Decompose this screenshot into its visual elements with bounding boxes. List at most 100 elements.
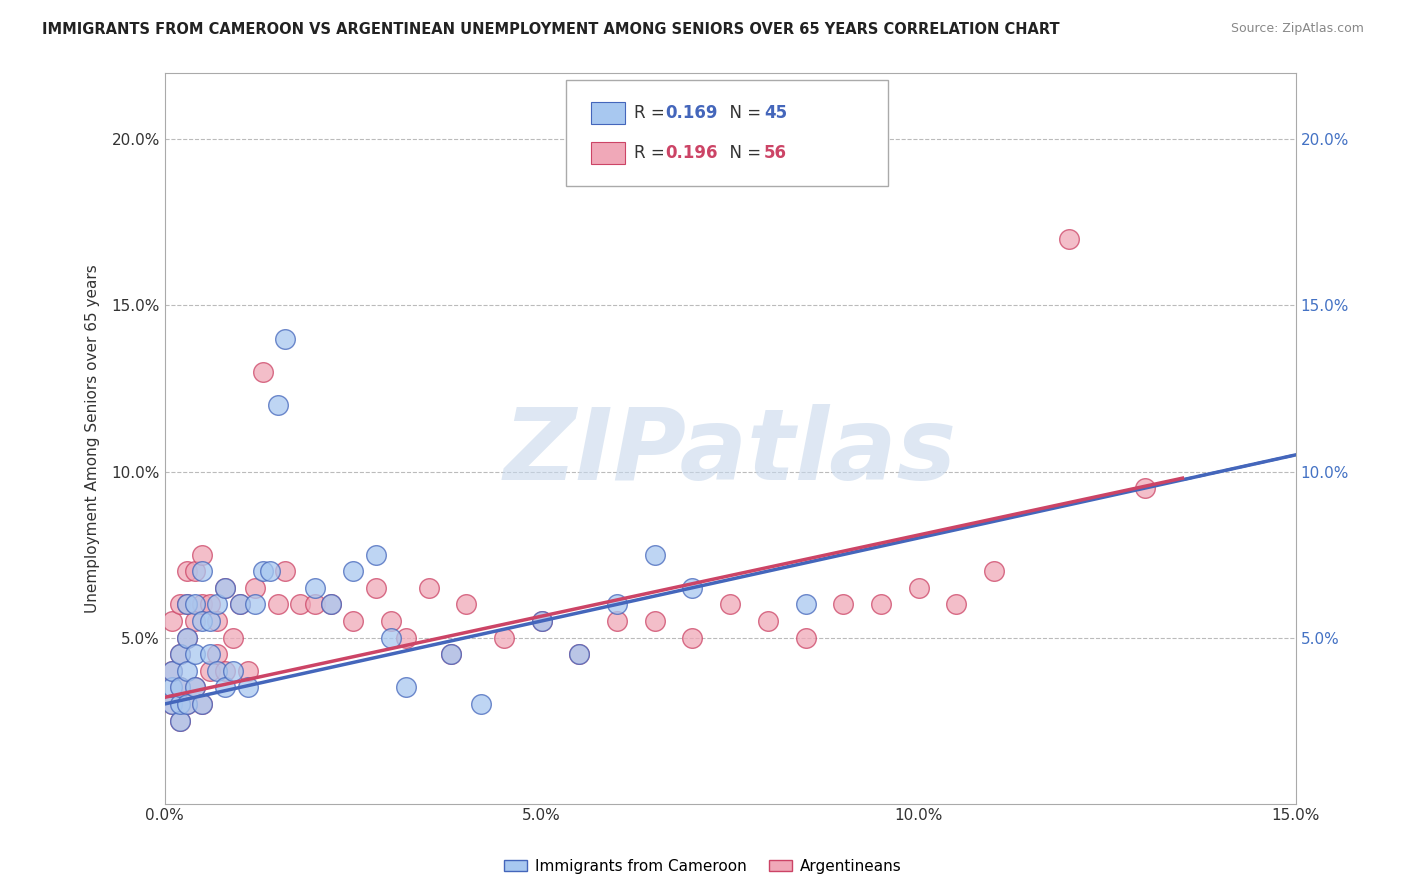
Point [176,631,198,645]
Point [756,614,779,628]
Text: N =: N = [718,104,766,122]
Point [870,598,893,612]
Point [191,614,214,628]
Text: Source: ZipAtlas.com: Source: ZipAtlas.com [1230,22,1364,36]
Point [160,697,183,711]
Point [214,581,236,595]
Point [191,697,214,711]
Point [252,365,274,379]
Y-axis label: Unemployment Among Seniors over 65 years: Unemployment Among Seniors over 65 years [86,264,100,613]
Point [395,681,418,695]
Point [418,581,440,595]
Point [568,647,591,661]
Point [221,631,243,645]
Point [207,598,229,612]
Point [198,664,221,678]
Point [169,647,191,661]
Point [267,398,290,412]
Point [221,664,243,678]
Point [169,714,191,728]
Point [983,564,1005,578]
FancyBboxPatch shape [591,103,624,124]
Point [191,598,214,612]
Point [184,681,207,695]
Point [907,581,929,595]
Text: 45: 45 [763,104,787,122]
Point [214,664,236,678]
Point [530,614,553,628]
Point [794,598,817,612]
Point [169,697,191,711]
Point [207,664,229,678]
Point [252,564,274,578]
Point [290,598,312,612]
Point [319,598,342,612]
Point [456,598,478,612]
Point [440,647,463,661]
Legend: Immigrants from Cameroon, Argentineans: Immigrants from Cameroon, Argentineans [498,853,908,880]
Point [568,647,591,661]
Text: R =: R = [634,145,671,162]
Point [259,564,281,578]
Point [1059,232,1081,246]
Text: 56: 56 [763,145,787,162]
Point [342,614,364,628]
Point [169,681,191,695]
Point [304,598,326,612]
Point [243,581,266,595]
Point [160,664,183,678]
Point [214,581,236,595]
Point [440,647,463,661]
Point [207,614,229,628]
Point [236,664,259,678]
Point [470,697,492,711]
Text: IMMIGRANTS FROM CAMEROON VS ARGENTINEAN UNEMPLOYMENT AMONG SENIORS OVER 65 YEARS: IMMIGRANTS FROM CAMEROON VS ARGENTINEAN … [42,22,1060,37]
Point [191,548,214,562]
Point [644,614,666,628]
Point [214,681,236,695]
Point [243,598,266,612]
Point [169,714,191,728]
Point [364,548,387,562]
Point [530,614,553,628]
Point [184,564,207,578]
Point [160,614,183,628]
Point [229,598,252,612]
Text: R =: R = [634,104,671,122]
Point [319,598,342,612]
Point [198,614,221,628]
Point [198,598,221,612]
Point [832,598,855,612]
Point [274,564,297,578]
Point [380,631,402,645]
Text: N =: N = [718,145,766,162]
Point [160,697,183,711]
Point [176,631,198,645]
Point [274,332,297,346]
Point [191,697,214,711]
Point [184,598,207,612]
Point [169,647,191,661]
Point [176,598,198,612]
FancyBboxPatch shape [567,80,889,186]
Point [304,581,326,595]
Point [606,614,628,628]
Point [681,631,703,645]
Point [718,598,741,612]
Point [945,598,967,612]
Point [342,564,364,578]
Point [176,598,198,612]
Point [380,614,402,628]
Point [169,681,191,695]
Text: 0.169: 0.169 [665,104,718,122]
Point [184,681,207,695]
Point [176,664,198,678]
Point [207,647,229,661]
Point [644,548,666,562]
Point [184,647,207,661]
Point [395,631,418,645]
Point [267,598,290,612]
Point [191,564,214,578]
Point [1133,481,1156,495]
Point [176,697,198,711]
